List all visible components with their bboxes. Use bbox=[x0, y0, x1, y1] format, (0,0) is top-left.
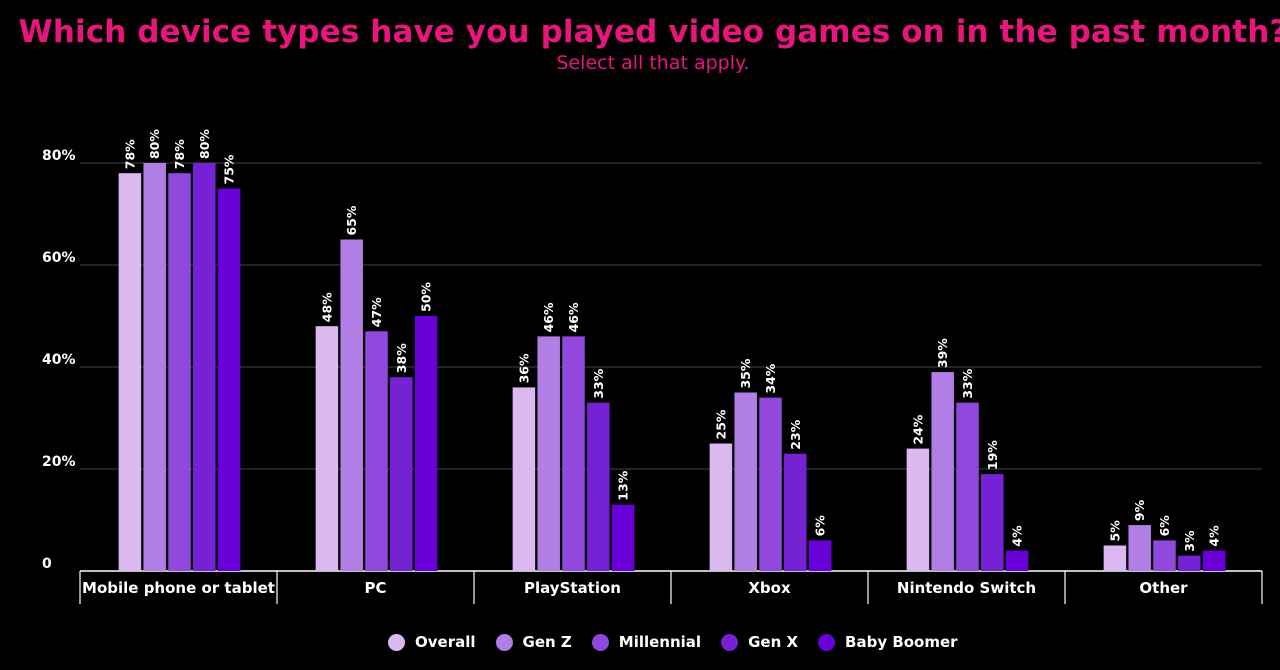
bar-chart: 0 20% 40% 60% 80% 78% 80% 78% 80% 75% Mobile phone… bbox=[42, 129, 1263, 604]
data-label: 47% bbox=[369, 297, 384, 327]
category-label: PC bbox=[364, 579, 386, 597]
data-label: 6% bbox=[1157, 515, 1172, 537]
data-label: 80% bbox=[147, 129, 162, 159]
data-label: 65% bbox=[344, 205, 359, 235]
data-label: 33% bbox=[960, 368, 975, 398]
bar bbox=[1153, 540, 1176, 571]
data-label: 24% bbox=[910, 414, 925, 444]
chart-legend: Overall Gen Z Millennial Gen X Baby Boomer bbox=[388, 633, 978, 651]
chart-subtitle: Select all that apply. bbox=[556, 52, 750, 74]
data-label: 23% bbox=[788, 419, 803, 449]
data-label: 3% bbox=[1182, 530, 1197, 552]
bar bbox=[1103, 545, 1127, 571]
bar bbox=[118, 173, 142, 571]
bar bbox=[1202, 550, 1226, 571]
bar bbox=[709, 443, 733, 571]
data-label: 35% bbox=[738, 358, 753, 388]
bar bbox=[808, 540, 832, 571]
bar bbox=[906, 448, 930, 571]
data-label: 25% bbox=[713, 409, 728, 439]
y-tick-label: 40% bbox=[42, 352, 76, 368]
legend-label: Baby Boomer bbox=[845, 633, 958, 651]
legend-item: Gen Z bbox=[495, 633, 572, 651]
chart-title: Which device types have you played video… bbox=[18, 14, 1280, 50]
data-label: 33% bbox=[591, 368, 606, 398]
bar bbox=[217, 188, 241, 571]
data-label: 13% bbox=[616, 470, 631, 500]
data-label: 6% bbox=[813, 515, 828, 537]
legend-swatch bbox=[388, 633, 405, 651]
bar bbox=[562, 336, 585, 571]
category-label: Other bbox=[1139, 579, 1188, 597]
bar bbox=[365, 331, 388, 571]
bar bbox=[512, 387, 536, 571]
data-label: 78% bbox=[172, 139, 187, 169]
bar bbox=[1005, 550, 1029, 571]
data-label: 36% bbox=[516, 353, 531, 383]
category-label: Mobile phone or tablet bbox=[82, 579, 275, 597]
bar bbox=[931, 372, 954, 571]
data-label: 4% bbox=[1207, 525, 1222, 547]
bar bbox=[956, 402, 979, 571]
data-label: 48% bbox=[319, 292, 334, 322]
legend-label: Millennial bbox=[618, 633, 702, 651]
bar bbox=[611, 504, 635, 571]
y-tick-label: 60% bbox=[42, 250, 76, 266]
bar bbox=[537, 336, 560, 571]
bar bbox=[414, 316, 438, 571]
bar bbox=[315, 326, 339, 571]
data-label: 38% bbox=[394, 343, 409, 373]
data-label: 4% bbox=[1010, 525, 1025, 547]
legend-swatch bbox=[721, 633, 739, 651]
legend-label: Overall bbox=[415, 633, 476, 651]
data-label: 19% bbox=[985, 440, 1000, 470]
legend-item: Baby Boomer bbox=[818, 633, 958, 651]
bar bbox=[587, 402, 610, 571]
bar bbox=[1128, 525, 1151, 571]
bar bbox=[143, 163, 166, 571]
category-label: PlayStation bbox=[524, 579, 621, 597]
data-label: 46% bbox=[566, 302, 581, 332]
data-label: 34% bbox=[763, 363, 778, 393]
data-label: 39% bbox=[935, 338, 950, 368]
legend-item: Overall bbox=[388, 633, 476, 651]
data-label: 9% bbox=[1132, 499, 1147, 521]
category-label: Xbox bbox=[748, 579, 791, 597]
y-tick-label: 0 bbox=[42, 556, 52, 572]
legend-swatch bbox=[495, 633, 513, 651]
category-label: Nintendo Switch bbox=[897, 579, 1036, 597]
data-label: 78% bbox=[122, 139, 137, 169]
bar bbox=[390, 377, 413, 571]
legend-swatch bbox=[818, 633, 836, 651]
data-label: 46% bbox=[541, 302, 556, 332]
legend-item: Gen X bbox=[721, 633, 798, 651]
data-label: 50% bbox=[419, 282, 434, 312]
legend-item: Millennial bbox=[591, 633, 702, 651]
legend-label: Gen Z bbox=[522, 633, 572, 651]
bar bbox=[784, 453, 807, 571]
bar bbox=[340, 239, 363, 571]
bar bbox=[168, 173, 191, 571]
bar bbox=[981, 474, 1004, 571]
legend-label: Gen X bbox=[748, 633, 799, 651]
bar bbox=[734, 392, 757, 571]
data-label: 80% bbox=[197, 129, 212, 159]
legend-swatch bbox=[591, 633, 609, 651]
bar bbox=[193, 163, 216, 571]
data-label: 5% bbox=[1107, 520, 1122, 542]
data-label: 75% bbox=[222, 154, 237, 184]
bar bbox=[1178, 555, 1201, 571]
y-tick-label: 80% bbox=[42, 148, 76, 164]
bar bbox=[759, 397, 782, 571]
y-tick-label: 20% bbox=[42, 454, 76, 470]
